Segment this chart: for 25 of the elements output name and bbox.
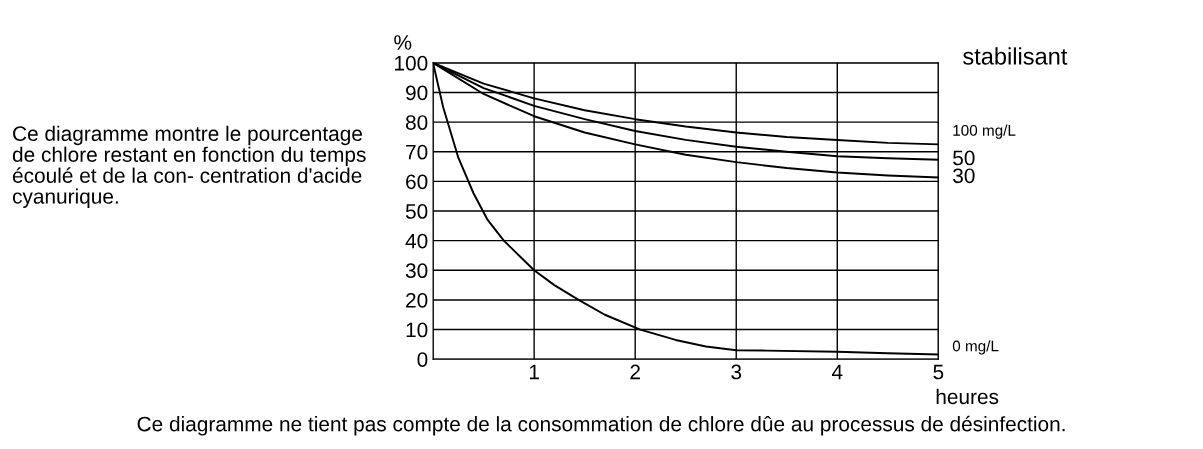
series-label: 50 xyxy=(953,150,975,166)
y-tick-label: 0 xyxy=(417,352,428,367)
y-tick-label: 50 xyxy=(405,204,428,219)
x-tick-label: 5 xyxy=(933,364,944,380)
series-label: 30 xyxy=(953,168,975,184)
x-tick-label: 3 xyxy=(731,364,742,380)
series-label: 0 mg/L xyxy=(952,340,999,355)
x-tick-label: 1 xyxy=(529,364,539,380)
y-tick-label: 40 xyxy=(405,233,428,249)
y-tick-label: 60 xyxy=(406,174,428,190)
y-tick-label: 10 xyxy=(406,322,428,338)
text: Ce diagramme ne tient pas compte de la consommation de chlore dûe au processus de désinfection. xyxy=(137,415,1065,436)
y-tick-label: 90 xyxy=(406,85,428,101)
series-label: 100 mg/L xyxy=(953,124,1016,139)
y-tick-label: 20 xyxy=(406,292,428,308)
y-tick-label: 70 xyxy=(406,144,428,160)
text: stabilisant xyxy=(963,47,1068,65)
text: Ce diagramme montre le pourcentage de chlore restant en fonction du temps écoulé et de la con- centration d'acide cyanurique. xyxy=(12,125,366,208)
x-tick-label: 2 xyxy=(630,364,640,380)
y-tick-label: 30 xyxy=(405,263,428,279)
y-axis-title: % xyxy=(394,35,412,50)
y-tick-label: 100 xyxy=(395,55,428,71)
y-tick-label: 80 xyxy=(405,115,428,130)
x-axis-title: heures xyxy=(936,388,999,405)
x-tick-label: 4 xyxy=(831,364,843,380)
